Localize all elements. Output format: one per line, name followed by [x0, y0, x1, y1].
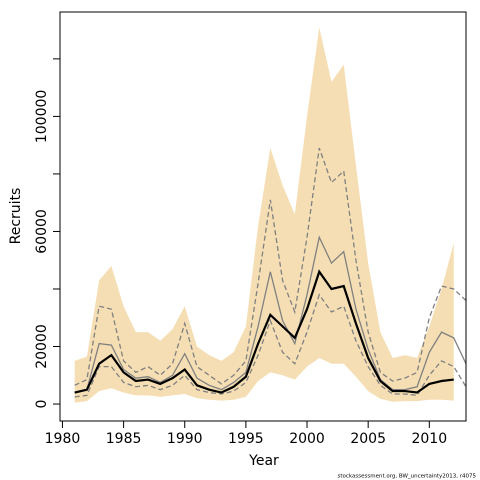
series-line: [74, 235, 467, 394]
x-tick-label: 1995: [228, 431, 264, 447]
x-tick-label: 2000: [289, 431, 325, 447]
series-line: [74, 293, 467, 398]
y-tick-label: 100000: [34, 90, 50, 143]
series-line: [74, 269, 454, 394]
y-axis-label: Recruits: [8, 188, 24, 245]
y-tick-label: 20000: [34, 324, 50, 369]
footnote: stockassessment.org, BW_uncertainty2013,…: [338, 474, 477, 480]
x-tick-label: 2005: [350, 431, 386, 447]
y-tick-label: 0: [34, 400, 50, 409]
plot-frame: [59, 11, 467, 422]
x-tick-label: 1990: [167, 431, 203, 447]
x-tick-label: 1980: [45, 431, 81, 447]
confidence-band: [74, 27, 454, 403]
series-line: [74, 147, 467, 386]
y-tick-label: 60000: [34, 209, 50, 254]
x-axis-label: Year: [248, 453, 279, 469]
x-tick-label: 2010: [411, 431, 447, 447]
x-tick-label: 1985: [106, 431, 142, 447]
